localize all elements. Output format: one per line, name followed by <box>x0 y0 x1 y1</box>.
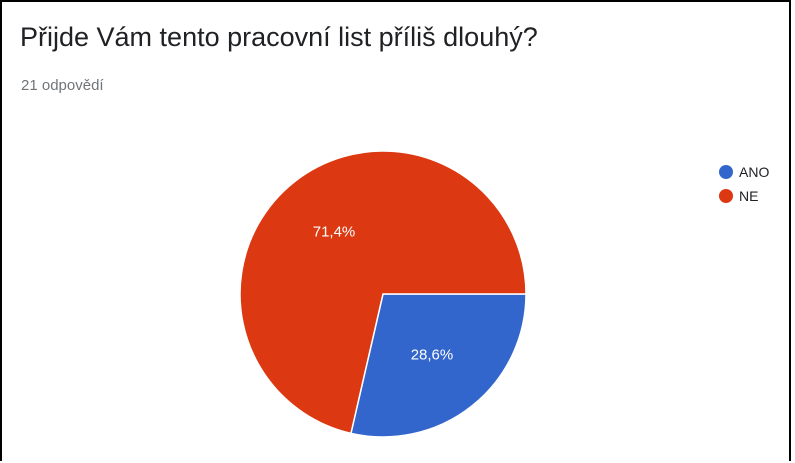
pie-slice-ano[interactable] <box>350 293 527 438</box>
legend-label-ne: NE <box>739 188 759 204</box>
chart-legend: ANO NE <box>719 160 769 208</box>
legend-swatch-ne <box>719 189 733 203</box>
legend-swatch-ano <box>719 165 733 179</box>
pie-label-ne: 71,4% <box>313 223 356 240</box>
legend-item-ne[interactable]: NE <box>719 184 769 208</box>
legend-label-ano: ANO <box>739 164 770 180</box>
pie-slice-ne[interactable] <box>239 150 527 435</box>
chart-title: Přijde Vám tento pracovní list příliš dl… <box>20 22 538 52</box>
response-count: 21 odpovědí <box>21 77 104 94</box>
legend-item-ano[interactable]: ANO <box>719 160 769 184</box>
pie-label-ano: 28,6% <box>411 347 454 364</box>
